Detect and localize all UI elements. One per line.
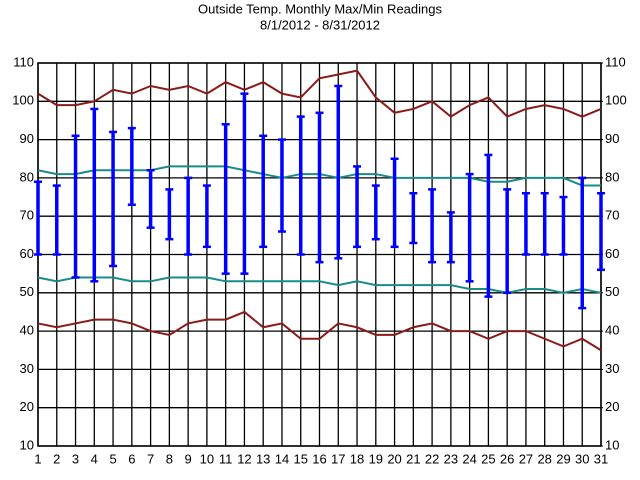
y-tick-label: 30 xyxy=(20,361,34,376)
x-tick-label: 5 xyxy=(109,451,116,466)
y-tick-label: 40 xyxy=(20,323,34,338)
y2-tick-label: 40 xyxy=(605,323,619,338)
y-tick-label: 20 xyxy=(20,399,34,414)
y2-tick-label: 60 xyxy=(605,246,619,261)
x-tick-label: 3 xyxy=(72,451,79,466)
x-tick-label: 8 xyxy=(166,451,173,466)
y-tick-label: 110 xyxy=(13,54,34,69)
x-tick-label: 28 xyxy=(537,451,551,466)
x-tick-label: 27 xyxy=(519,451,533,466)
x-tick-label: 7 xyxy=(147,451,154,466)
x-tick-label: 23 xyxy=(444,451,458,466)
chart-title: Outside Temp. Monthly Max/Min Readings xyxy=(198,1,442,16)
x-tick-label: 2 xyxy=(53,451,60,466)
x-tick-label: 30 xyxy=(575,451,589,466)
x-tick-label: 1 xyxy=(34,451,41,466)
y2-tick-label: 30 xyxy=(605,361,619,376)
x-tick-label: 20 xyxy=(387,451,401,466)
x-tick-label: 14 xyxy=(275,451,289,466)
y-tick-label: 90 xyxy=(20,131,34,146)
x-tick-label: 22 xyxy=(425,451,439,466)
x-tick-label: 13 xyxy=(256,451,270,466)
x-tick-label: 15 xyxy=(293,451,307,466)
y2-tick-label: 90 xyxy=(605,131,619,146)
x-tick-label: 25 xyxy=(481,451,495,466)
y-tick-label: 100 xyxy=(12,93,34,108)
y2-tick-label: 10 xyxy=(605,437,619,452)
y2-tick-label: 80 xyxy=(605,169,619,184)
x-tick-label: 6 xyxy=(128,451,135,466)
x-tick-label: 19 xyxy=(369,451,383,466)
x-tick-label: 12 xyxy=(237,451,251,466)
x-tick-label: 29 xyxy=(556,451,570,466)
chart-subtitle: 8/1/2012 - 8/31/2012 xyxy=(260,17,380,32)
x-tick-label: 21 xyxy=(406,451,420,466)
x-tick-label: 9 xyxy=(185,451,192,466)
y-tick-label: 80 xyxy=(20,169,34,184)
y2-tick-label: 50 xyxy=(605,284,619,299)
x-tick-label: 18 xyxy=(350,451,364,466)
y2-tick-label: 100 xyxy=(605,93,627,108)
x-tick-label: 10 xyxy=(200,451,214,466)
y2-tick-label: 70 xyxy=(605,208,619,223)
y-tick-label: 10 xyxy=(20,437,34,452)
x-tick-label: 11 xyxy=(219,451,233,466)
series-line xyxy=(37,310,602,352)
y-tick-label: 70 xyxy=(20,208,34,223)
y-tick-label: 60 xyxy=(20,246,34,261)
x-tick-label: 4 xyxy=(91,451,98,466)
y-tick-label: 50 xyxy=(20,284,34,299)
x-tick-label: 17 xyxy=(331,451,345,466)
x-tick-label: 31 xyxy=(594,451,608,466)
y2-tick-label: 20 xyxy=(605,399,619,414)
y2-tick-label: 110 xyxy=(605,54,626,69)
x-tick-label: 26 xyxy=(500,451,514,466)
x-tick-label: 24 xyxy=(462,451,476,466)
x-tick-label: 16 xyxy=(312,451,326,466)
series-line xyxy=(37,69,602,118)
